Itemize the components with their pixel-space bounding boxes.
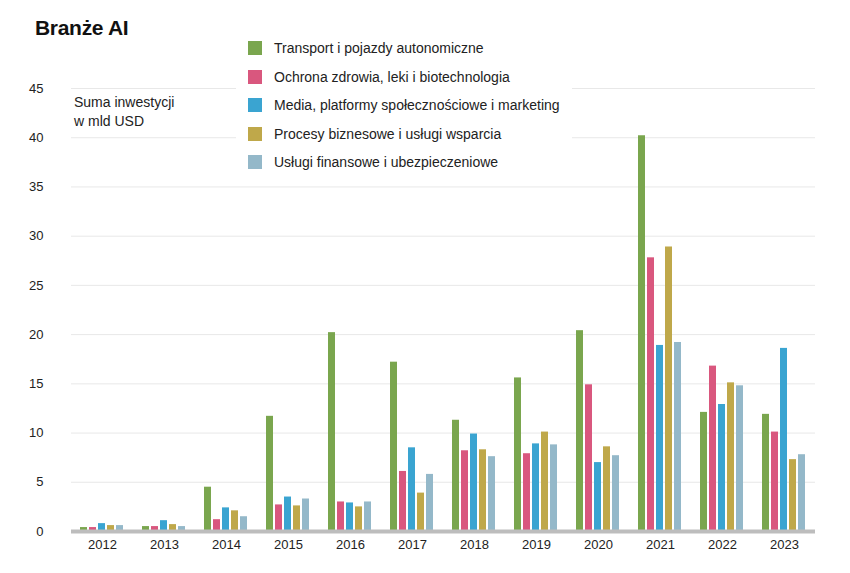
svg-text:10: 10 <box>29 425 43 440</box>
svg-text:2016: 2016 <box>336 537 365 552</box>
svg-text:2019: 2019 <box>522 537 551 552</box>
html-text:Ochrona zdrowia, leki i biotec: Ochrona zdrowia, leki i biotechnologia <box>274 68 510 85</box>
html-text:Usługi finansowe i ubezpieczen: Usługi finansowe i ubezpieczeniowe <box>274 154 499 171</box>
svg-text:35: 35 <box>29 179 43 194</box>
svg-text:2020: 2020 <box>584 537 613 552</box>
svg-text:2021: 2021 <box>646 537 675 552</box>
svg-text:2018: 2018 <box>460 537 489 552</box>
svg-text:2012: 2012 <box>88 537 117 552</box>
html-text:Media, platformy społecznościo: Media, platformy społecznościowe i marke… <box>274 97 560 114</box>
svg-text:2022: 2022 <box>708 537 737 552</box>
svg-text:15: 15 <box>29 376 43 391</box>
svg-text:20: 20 <box>29 327 43 342</box>
svg-text:40: 40 <box>29 130 43 145</box>
html-text:Procesy biznesowe i usługi wsp: Procesy biznesowe i usługi wsparcia <box>274 125 502 142</box>
svg-text:25: 25 <box>29 278 43 293</box>
svg-text:5: 5 <box>36 474 43 489</box>
svg-text:0: 0 <box>36 524 43 539</box>
svg-text:2015: 2015 <box>274 537 303 552</box>
html-text:Branże AI: Branże AI <box>35 16 129 39</box>
html-text:Suma inwestycji w mld USD: Suma inwestycji w mld USD <box>74 94 175 129</box>
svg-text:2013: 2013 <box>150 537 179 552</box>
svg-text:45: 45 <box>29 81 43 96</box>
html-text:Transport i pojazdy autonomicz: Transport i pojazdy autonomiczne <box>274 40 484 57</box>
svg-text:30: 30 <box>29 228 43 243</box>
svg-text:2023: 2023 <box>770 537 799 552</box>
svg-text:2014: 2014 <box>212 537 241 552</box>
svg-text:2017: 2017 <box>398 537 427 552</box>
